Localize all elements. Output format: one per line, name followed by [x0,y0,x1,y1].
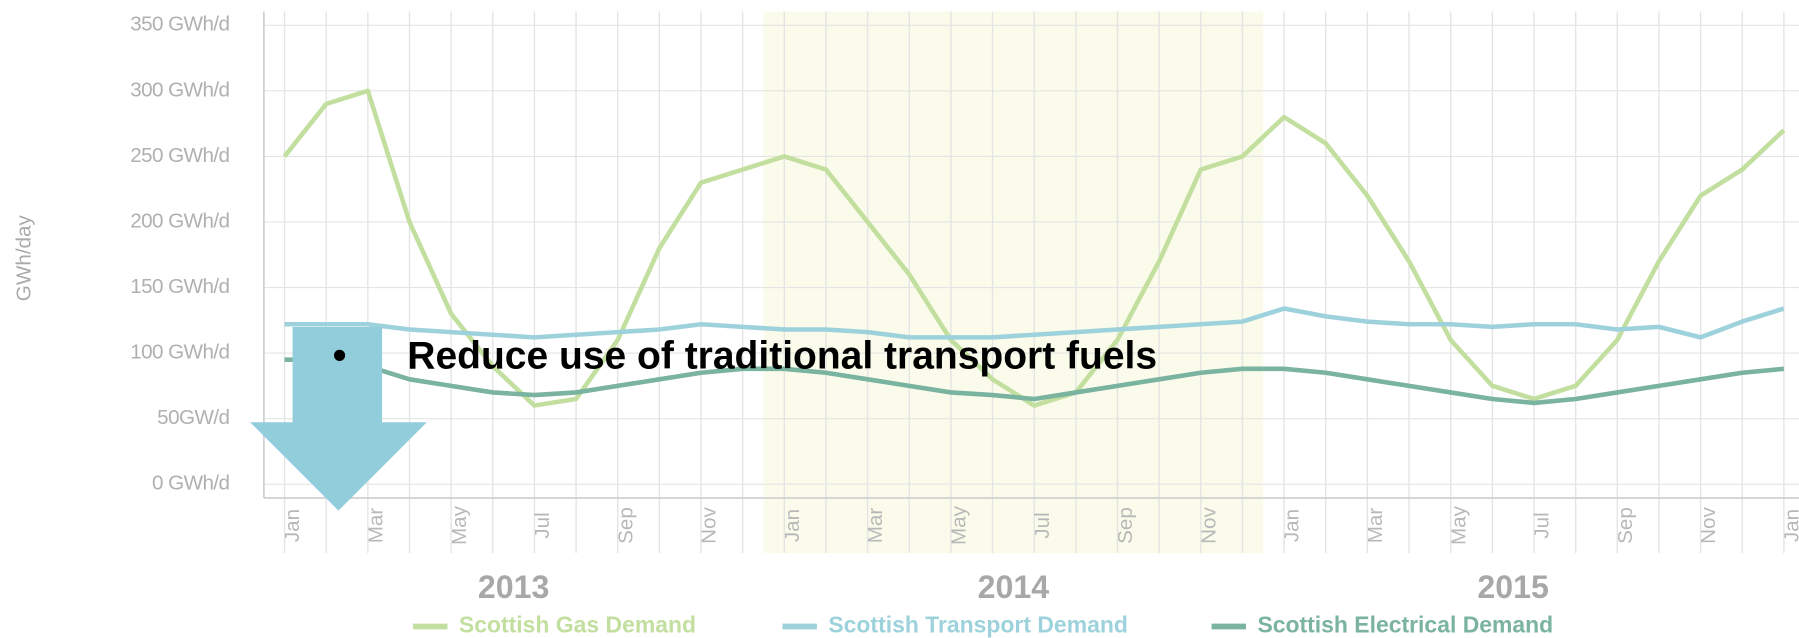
x-tick-label: Mar [864,508,887,544]
labels-layer: 2013 2014 2015 0 GWh/d 50GW/d 100 GWh/d 150 GW… [130,13,1799,638]
grid-layer [263,11,1799,554]
legend-label: Scottish Gas Demand [459,612,696,638]
x-tick-label: Jan [1780,509,1799,542]
y-tick-label: 350 GWh/d [130,13,229,36]
down-arrow [250,327,427,511]
overlay: • Reduce use of traditional transport fu… [250,327,1157,511]
y-tick-label: 200 GWh/d [130,209,229,232]
series-line [282,88,1786,408]
x-tick-label: May [448,505,471,545]
x-tick-label: Nov [1697,506,1720,543]
y-tick-label: 100 GWh/d [130,341,229,364]
y-tick-label: 250 GWh/d [130,144,229,167]
lines-layer [282,88,1786,408]
y-tick-label: 0 GWh/d [152,472,230,495]
y-tick-label: 300 GWh/d [130,78,229,101]
x-tick-label: May [948,505,971,545]
legend-label: Scottish Transport Demand [828,612,1128,638]
series-line [284,357,1785,406]
year-label: 2015 [1477,569,1548,605]
x-tick-label: Sep [1614,507,1637,544]
x-tick-label: Jul [531,512,554,538]
year-band [763,11,1264,554]
x-tick-label: Sep [614,507,637,544]
x-tick-label: Jul [1531,512,1554,538]
year-label: 2013 [478,569,549,605]
x-tick-label: Sep [1114,507,1137,544]
x-tick-label: Mar [364,508,387,544]
bullet: • [333,334,347,377]
x-tick-label: May [1447,505,1470,545]
x-tick-label: Jan [281,509,304,542]
y-tick-label: 50GW/d [157,406,229,429]
x-tick-label: Jan [781,509,804,542]
legend-label: Scottish Electrical Demand [1257,612,1553,638]
year-label: 2014 [978,569,1050,605]
x-tick-label: Nov [1197,506,1220,543]
series-line [284,306,1785,340]
y-axis-label: GWh/day [13,214,36,301]
background-layer [763,11,1264,554]
y-tick-label: 150 GWh/d [130,275,229,298]
x-tick-label: Jan [1281,509,1304,542]
x-tick-label: Jul [1031,512,1054,538]
overlay-text: Reduce use of traditional transport fuel… [407,334,1157,377]
x-tick-label: Mar [1364,508,1387,544]
x-tick-label: Nov [698,506,721,543]
